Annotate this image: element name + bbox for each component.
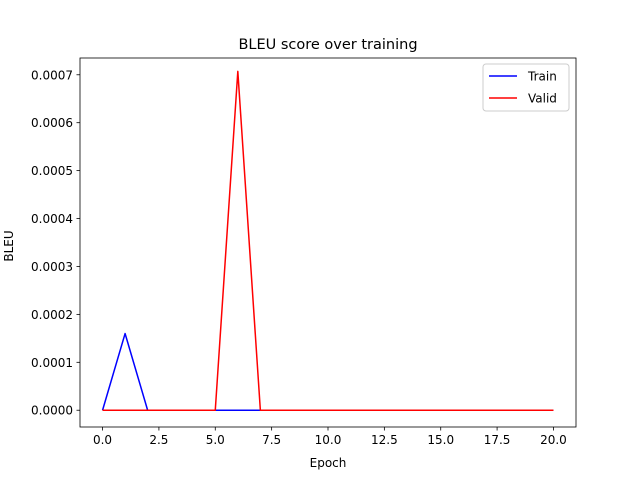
series-line-valid bbox=[102, 70, 554, 411]
y-tick-label: 0.0006 bbox=[31, 116, 73, 130]
y-tick-label: 0.0002 bbox=[31, 308, 73, 322]
x-tick-label: 12.5 bbox=[371, 433, 398, 447]
y-tick-label: 0.0003 bbox=[31, 260, 73, 274]
y-tick-label: 0.0005 bbox=[31, 164, 73, 178]
x-tick-label: 20.0 bbox=[540, 433, 567, 447]
plot-area: 0.0 2.5 5.0 7.5 10.0 12.5 15.0 17.5 20.0 0.0000 0.… bbox=[31, 57, 577, 447]
series-group bbox=[101, 70, 554, 411]
y-tick-label: 0.0001 bbox=[31, 356, 73, 370]
y-tick-label: 0.0004 bbox=[31, 212, 73, 226]
x-tick-label: 2.5 bbox=[149, 433, 168, 447]
x-tick-label: 7.5 bbox=[262, 433, 281, 447]
x-tick-label: 10.0 bbox=[315, 433, 342, 447]
y-axis-label: BLEU bbox=[2, 230, 16, 261]
legend-label-valid: Valid bbox=[528, 92, 557, 106]
x-axis-label: Epoch bbox=[310, 456, 347, 470]
y-tick-label: 0.0007 bbox=[31, 68, 73, 82]
chart-title: BLEU score over training bbox=[238, 37, 417, 53]
x-tick-label: 5.0 bbox=[206, 433, 225, 447]
legend: Train Valid bbox=[482, 63, 570, 112]
y-tick-label: 0.0000 bbox=[31, 404, 73, 418]
legend-label-train: Train bbox=[527, 70, 557, 84]
x-tick-label: 17.5 bbox=[484, 433, 511, 447]
x-tick-label: 15.0 bbox=[427, 433, 454, 447]
x-tick-label: 0.0 bbox=[93, 433, 112, 447]
